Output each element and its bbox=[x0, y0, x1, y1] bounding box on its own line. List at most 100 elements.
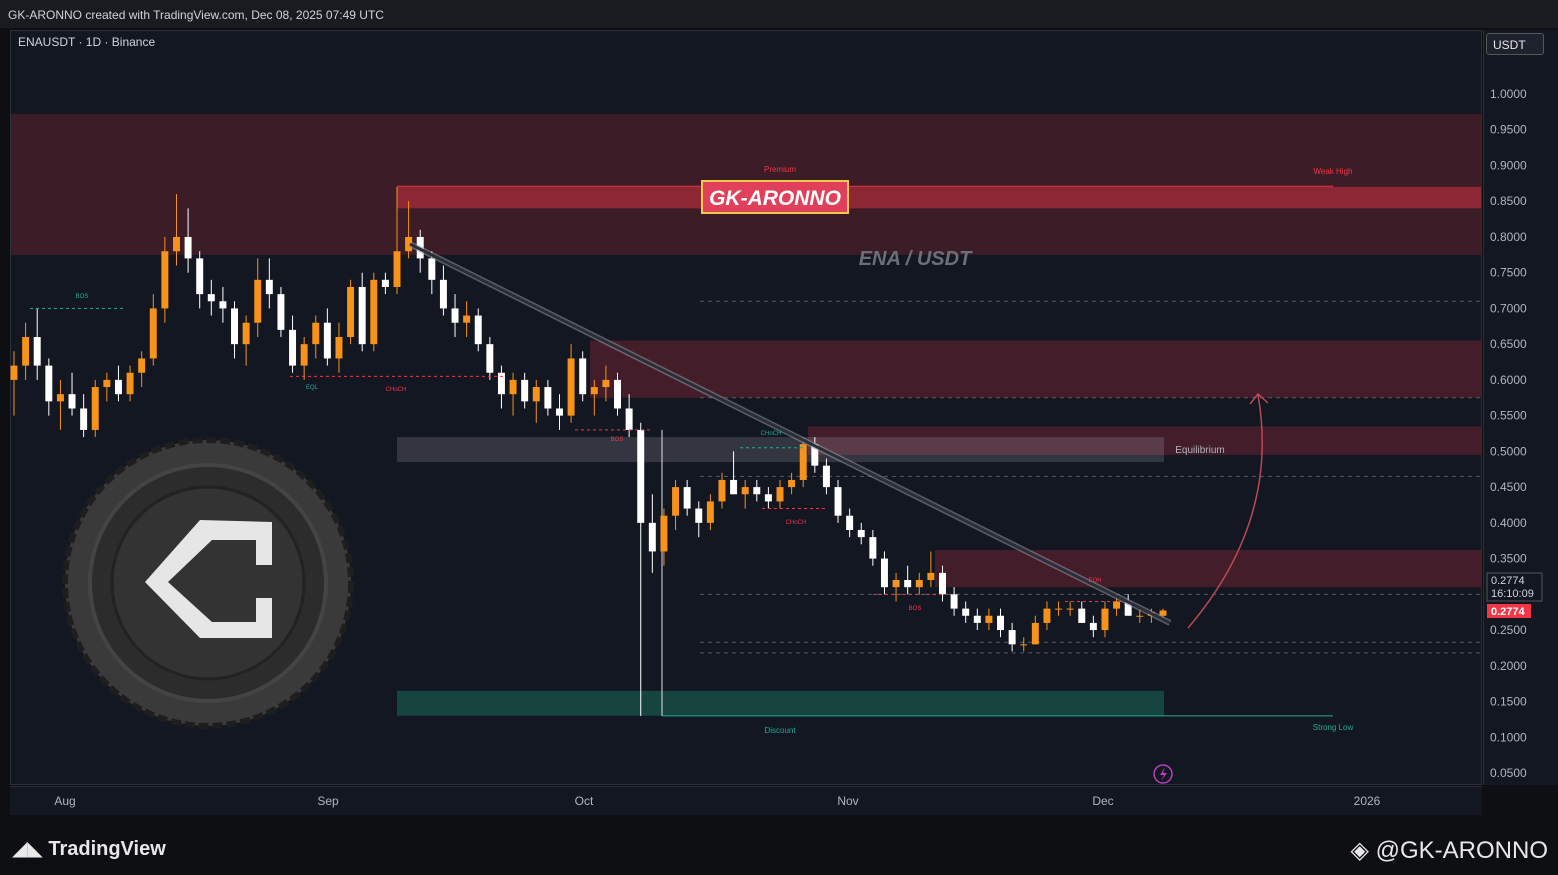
candle-body bbox=[381, 279, 389, 287]
candle-body bbox=[567, 358, 575, 416]
candle-body bbox=[103, 379, 111, 388]
zone-discount bbox=[397, 690, 1164, 716]
candle bbox=[532, 379, 540, 423]
candle bbox=[173, 194, 180, 266]
candle-body bbox=[300, 344, 308, 366]
time-tick: Nov bbox=[837, 794, 858, 808]
candle-body bbox=[231, 308, 238, 345]
candle bbox=[486, 337, 494, 380]
candle bbox=[950, 587, 958, 616]
candle-body bbox=[509, 379, 517, 395]
candle bbox=[91, 379, 99, 438]
candle bbox=[254, 258, 262, 338]
candle bbox=[590, 379, 598, 416]
candle bbox=[730, 451, 738, 495]
structure-label: CHoCH bbox=[761, 431, 782, 437]
created-text: GK-ARONNO created with TradingView.com, … bbox=[8, 8, 384, 22]
last-price: 0.2774 bbox=[1491, 575, 1525, 587]
zone-label: Strong Low bbox=[1313, 723, 1354, 732]
candle-body bbox=[91, 387, 99, 430]
candle-body bbox=[1008, 630, 1016, 645]
price-tick: 0.2000 bbox=[1490, 659, 1527, 673]
candle bbox=[45, 358, 53, 416]
time-axis[interactable] bbox=[10, 786, 1482, 815]
candle-body bbox=[521, 379, 529, 402]
price-tick: 0.6500 bbox=[1490, 337, 1527, 351]
watermark-pair: ENA / USDT bbox=[859, 248, 973, 270]
candle bbox=[207, 279, 215, 316]
candle-body bbox=[254, 279, 262, 323]
candle bbox=[788, 472, 796, 495]
candle-body bbox=[915, 580, 923, 588]
candle-body bbox=[1031, 622, 1039, 645]
candle bbox=[149, 294, 157, 366]
supply-zone bbox=[808, 426, 1481, 455]
candle-body bbox=[799, 444, 807, 480]
candle-body bbox=[1124, 601, 1132, 616]
candle-body bbox=[985, 615, 993, 623]
candle-body bbox=[590, 387, 598, 395]
candle bbox=[80, 394, 88, 438]
candle bbox=[289, 315, 297, 373]
candle-body bbox=[1078, 608, 1086, 623]
symbol-label[interactable]: ENAUSDT · 1D · Binance bbox=[18, 35, 156, 49]
candle bbox=[892, 572, 900, 602]
candle-body bbox=[544, 387, 552, 409]
candle bbox=[880, 551, 888, 595]
candle bbox=[799, 437, 807, 488]
last-price-badge bbox=[1487, 604, 1531, 618]
structure-label: CHoCH bbox=[786, 520, 807, 526]
price-tick: 0.7500 bbox=[1490, 266, 1527, 280]
price-axis[interactable] bbox=[1483, 30, 1558, 785]
candle-body bbox=[730, 479, 738, 495]
zone-label: Weak High bbox=[1314, 167, 1353, 176]
zone-label: Equilibrium bbox=[1175, 445, 1224, 456]
candle-body bbox=[405, 236, 413, 252]
countdown: 16:10:09 bbox=[1491, 588, 1534, 600]
candle bbox=[764, 487, 772, 509]
projection-arrow bbox=[1187, 394, 1263, 629]
price-tick: 0.7000 bbox=[1490, 301, 1527, 315]
candle-body bbox=[497, 372, 505, 395]
candle-body bbox=[753, 487, 761, 495]
candle-body bbox=[219, 301, 227, 309]
ena-symbol-icon bbox=[145, 520, 272, 638]
candle bbox=[985, 608, 993, 631]
zone-label: Discount bbox=[764, 726, 796, 735]
candle-body bbox=[869, 537, 877, 559]
price-tick: 0.6000 bbox=[1490, 373, 1527, 387]
candle bbox=[927, 551, 935, 588]
tradingview-logo[interactable]: ◢◣ TradingView bbox=[12, 836, 166, 861]
candle bbox=[776, 479, 784, 509]
currency-button[interactable]: USDT bbox=[1486, 33, 1544, 55]
candle bbox=[695, 501, 703, 538]
candle bbox=[184, 208, 192, 273]
candle-body bbox=[463, 315, 471, 323]
candle bbox=[335, 322, 343, 373]
candle bbox=[242, 315, 250, 366]
candle bbox=[567, 344, 575, 423]
structure-label: EQL bbox=[306, 385, 319, 391]
candle bbox=[439, 265, 447, 316]
candle-body bbox=[857, 529, 865, 538]
price-tick: 0.2500 bbox=[1490, 623, 1527, 637]
candle-body bbox=[648, 522, 656, 552]
candle-body bbox=[68, 394, 76, 409]
candle-body bbox=[486, 344, 494, 373]
candle bbox=[300, 337, 308, 380]
candle-body bbox=[370, 279, 378, 345]
candle-body bbox=[1066, 608, 1074, 610]
candle bbox=[196, 251, 204, 309]
candle bbox=[126, 365, 134, 402]
candle-body bbox=[196, 258, 204, 295]
candle-body bbox=[556, 408, 563, 416]
time-tick: Sep bbox=[317, 794, 339, 808]
price-tick: 0.4500 bbox=[1490, 480, 1527, 494]
arrow-head-icon bbox=[1249, 392, 1269, 405]
candle bbox=[68, 372, 76, 416]
candle bbox=[544, 379, 552, 416]
price-tick: 0.8500 bbox=[1490, 194, 1527, 208]
price-tick: 0.1500 bbox=[1490, 695, 1527, 709]
candle bbox=[358, 272, 366, 352]
candle bbox=[648, 494, 656, 573]
